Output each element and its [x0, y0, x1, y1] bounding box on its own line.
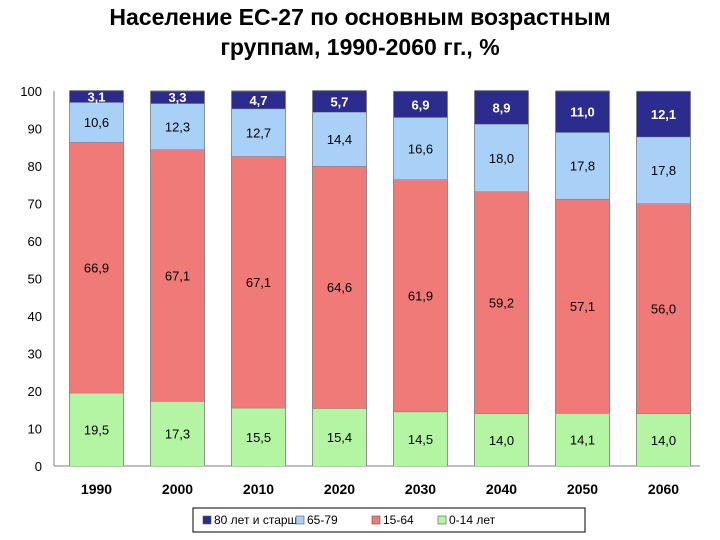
bar-segment — [555, 132, 610, 199]
data-label: 66,9 — [84, 260, 109, 275]
bar-segment — [69, 102, 124, 142]
legend-swatch — [202, 515, 212, 525]
data-label: 16,6 — [408, 141, 433, 156]
bar-segment — [150, 91, 205, 104]
bar-segment — [474, 90, 529, 124]
chart-title: Население ЕС-27 по основным возрастным г… — [0, 2, 720, 62]
chart-title-line-2: группам, 1990-2060 гг., % — [220, 34, 500, 60]
y-tick-label: 40 — [28, 309, 42, 324]
data-label: 3,1 — [87, 89, 105, 104]
bar-segment — [312, 166, 367, 409]
bar-segment — [393, 411, 448, 466]
bar-segment — [636, 203, 691, 414]
bar-segment — [150, 103, 205, 150]
y-tick-label: 10 — [28, 422, 42, 437]
y-tick-label: 80 — [28, 159, 42, 174]
data-label: 10,6 — [84, 115, 109, 130]
x-tick-label: 1990 — [81, 481, 112, 497]
data-label: 17,8 — [570, 159, 595, 174]
data-label: 6,9 — [411, 97, 429, 112]
x-tick-label: 2040 — [486, 481, 517, 497]
x-tick-label: 2030 — [405, 481, 436, 497]
bar-segment — [555, 413, 610, 466]
bar-segment — [312, 90, 367, 112]
data-label: 8,9 — [492, 100, 510, 115]
data-label: 57,1 — [570, 299, 595, 314]
bar-segment — [69, 142, 124, 393]
data-label: 67,1 — [246, 275, 271, 290]
data-label: 12,7 — [246, 125, 271, 140]
data-label: 12,3 — [165, 119, 190, 134]
y-tick-label: 90 — [28, 122, 42, 137]
bar-segment — [393, 91, 448, 118]
data-label: 67,1 — [165, 268, 190, 283]
data-label: 11,0 — [570, 105, 595, 120]
data-label: 17,8 — [651, 163, 676, 178]
data-label: 14,4 — [327, 132, 352, 147]
data-label: 14,1 — [570, 433, 595, 448]
y-tick-label: 70 — [28, 197, 42, 212]
data-label: 56,0 — [651, 302, 676, 317]
y-tick-label: 50 — [28, 272, 42, 287]
y-tick-label: 30 — [28, 347, 42, 362]
data-label: 3,3 — [168, 90, 186, 105]
data-label: 15,4 — [327, 430, 352, 445]
legend-label: 0-14 лет — [449, 513, 496, 527]
data-label: 19,5 — [84, 422, 109, 437]
y-tick-label: 20 — [28, 384, 42, 399]
data-label: 5,7 — [330, 94, 348, 109]
legend-label: 15-64 — [383, 513, 414, 527]
bar-segment — [231, 156, 286, 408]
data-label: 61,9 — [408, 289, 433, 304]
bar-segment — [474, 191, 529, 414]
bar-segment — [636, 413, 691, 466]
bar-segment — [636, 91, 691, 137]
data-label: 14,5 — [408, 432, 433, 447]
y-tick-label: 60 — [28, 234, 42, 249]
chart-title-line-1: Население ЕС-27 по основным возрастным — [109, 4, 611, 30]
data-label: 12,1 — [651, 107, 676, 122]
legend-swatch — [295, 515, 305, 525]
bar-segment — [393, 179, 448, 412]
legend-label: 80 лет и старше — [214, 513, 304, 527]
data-label: 64,6 — [327, 280, 352, 295]
bar-segment — [69, 90, 124, 103]
x-tick-label: 2010 — [243, 481, 274, 497]
bar-segment — [231, 108, 286, 157]
bar-segment — [474, 413, 529, 466]
legend-swatch — [371, 515, 381, 525]
bar-segment — [312, 408, 367, 466]
data-label: 17,3 — [165, 427, 190, 442]
y-tick-label: 100 — [20, 84, 42, 99]
bar-segment — [150, 401, 205, 466]
x-tick-label: 2000 — [162, 481, 193, 497]
bar-segment — [312, 112, 367, 166]
x-tick-label: 2050 — [567, 481, 598, 497]
bar-segment — [393, 117, 448, 180]
bar-segment — [555, 91, 610, 133]
data-label: 59,2 — [489, 296, 514, 311]
x-tick-label: 2060 — [648, 481, 679, 497]
bar-segment — [150, 149, 205, 402]
legend-box — [192, 507, 586, 533]
data-label: 14,0 — [651, 433, 676, 448]
y-tick-label: 0 — [35, 459, 42, 474]
x-tick-label: 2020 — [324, 481, 355, 497]
bar-segment — [474, 124, 529, 192]
bar-segment — [231, 91, 286, 109]
bar-segment — [231, 407, 286, 466]
legend-swatch — [437, 515, 447, 525]
bar-segment — [69, 392, 124, 466]
data-label: 4,7 — [249, 93, 267, 108]
data-label: 15,5 — [246, 430, 271, 445]
data-label: 18,0 — [489, 151, 514, 166]
legend-label: 65-79 — [307, 513, 338, 527]
data-label: 14,0 — [489, 433, 514, 448]
bar-segment — [636, 136, 691, 204]
bar-segment — [555, 199, 610, 414]
